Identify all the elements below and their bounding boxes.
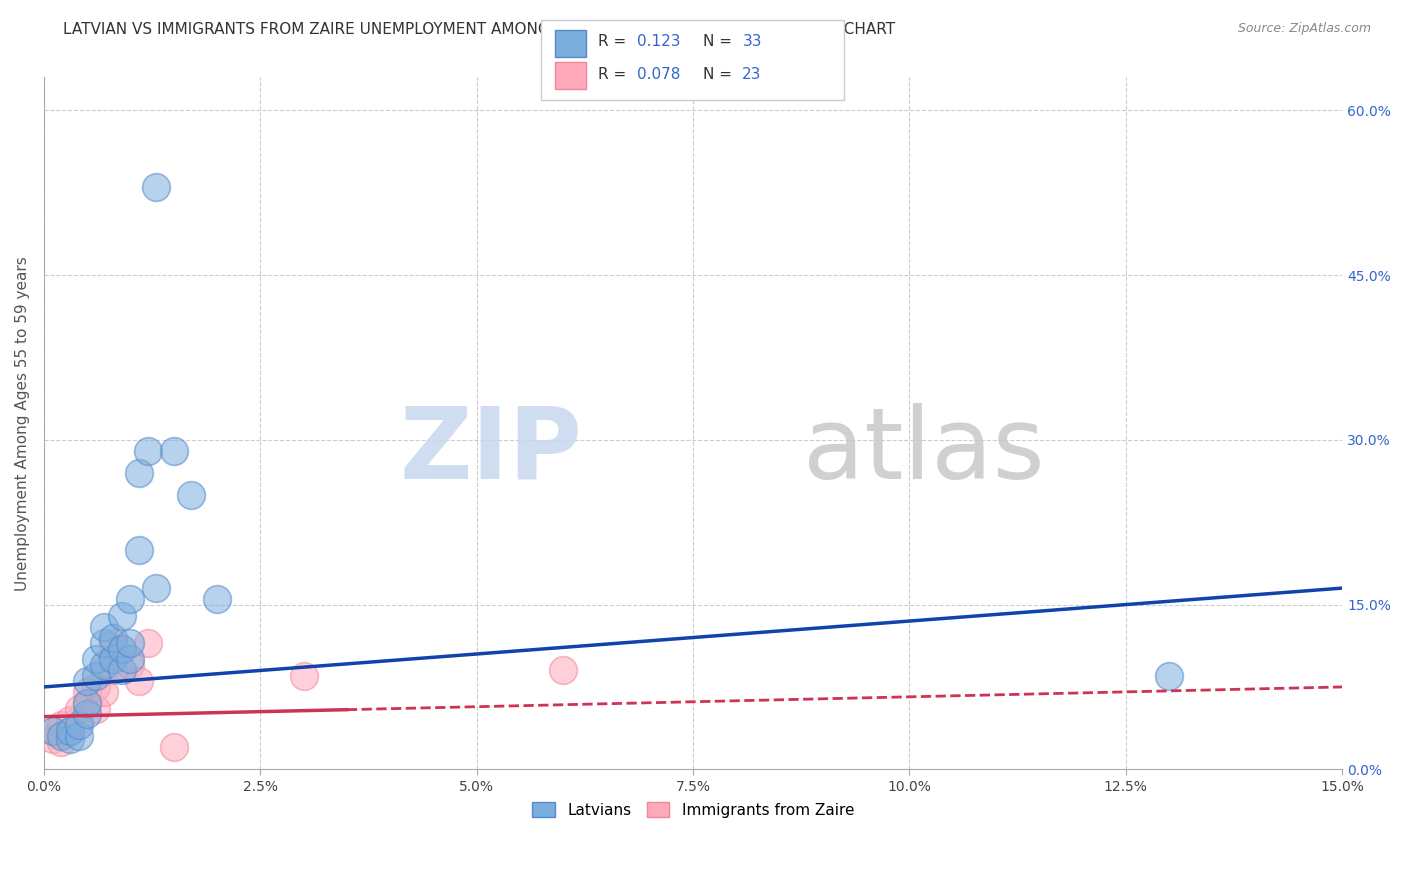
Point <box>59 731 82 746</box>
Point <box>51 735 73 749</box>
Text: R =: R = <box>598 68 631 82</box>
Point <box>205 592 228 607</box>
Point <box>111 641 134 656</box>
Point <box>111 608 134 623</box>
Point <box>145 581 167 595</box>
Text: 33: 33 <box>742 35 762 49</box>
Point <box>67 713 90 727</box>
Point <box>136 443 159 458</box>
Point <box>84 669 107 683</box>
Point <box>163 443 186 458</box>
Point <box>41 723 63 738</box>
Point <box>128 466 150 480</box>
Point <box>76 707 98 722</box>
Point <box>84 652 107 666</box>
Point <box>120 657 142 672</box>
Point <box>136 636 159 650</box>
Text: ZIP: ZIP <box>399 402 582 500</box>
Point <box>76 697 98 711</box>
Point <box>101 636 124 650</box>
Point <box>1159 669 1181 683</box>
Legend: Latvians, Immigrants from Zaire: Latvians, Immigrants from Zaire <box>526 796 860 824</box>
Point <box>59 723 82 738</box>
Text: N =: N = <box>703 35 737 49</box>
Text: 0.078: 0.078 <box>637 68 681 82</box>
Point <box>111 641 134 656</box>
Point <box>128 674 150 689</box>
Text: atlas: atlas <box>803 402 1045 500</box>
Point <box>553 664 575 678</box>
Point <box>59 723 82 738</box>
Point <box>93 636 115 650</box>
Point <box>101 652 124 666</box>
Point <box>120 636 142 650</box>
Point <box>67 702 90 716</box>
Text: Source: ZipAtlas.com: Source: ZipAtlas.com <box>1237 22 1371 36</box>
Point <box>163 740 186 755</box>
Point <box>51 718 73 732</box>
Point <box>76 685 98 699</box>
Y-axis label: Unemployment Among Ages 55 to 59 years: Unemployment Among Ages 55 to 59 years <box>15 256 30 591</box>
Point <box>292 669 315 683</box>
Point <box>128 542 150 557</box>
Point <box>76 674 98 689</box>
Text: N =: N = <box>703 68 737 82</box>
Point <box>120 652 142 666</box>
Point <box>101 631 124 645</box>
Point <box>67 730 90 744</box>
Text: R =: R = <box>598 35 631 49</box>
Point <box>84 680 107 694</box>
Text: 0.123: 0.123 <box>637 35 681 49</box>
Point <box>41 723 63 738</box>
Point <box>180 488 202 502</box>
Point <box>93 657 115 672</box>
Point <box>41 731 63 746</box>
Point <box>145 180 167 194</box>
Point <box>76 697 98 711</box>
Text: 23: 23 <box>742 68 762 82</box>
Point <box>51 730 73 744</box>
Point <box>84 702 107 716</box>
Point <box>111 664 134 678</box>
Point <box>93 619 115 633</box>
Text: LATVIAN VS IMMIGRANTS FROM ZAIRE UNEMPLOYMENT AMONG AGES 55 TO 59 YEARS CORRELAT: LATVIAN VS IMMIGRANTS FROM ZAIRE UNEMPLO… <box>63 22 896 37</box>
Point <box>93 685 115 699</box>
Point <box>93 664 115 678</box>
Point <box>59 713 82 727</box>
Point <box>67 718 90 732</box>
Point <box>120 592 142 607</box>
Point <box>101 664 124 678</box>
